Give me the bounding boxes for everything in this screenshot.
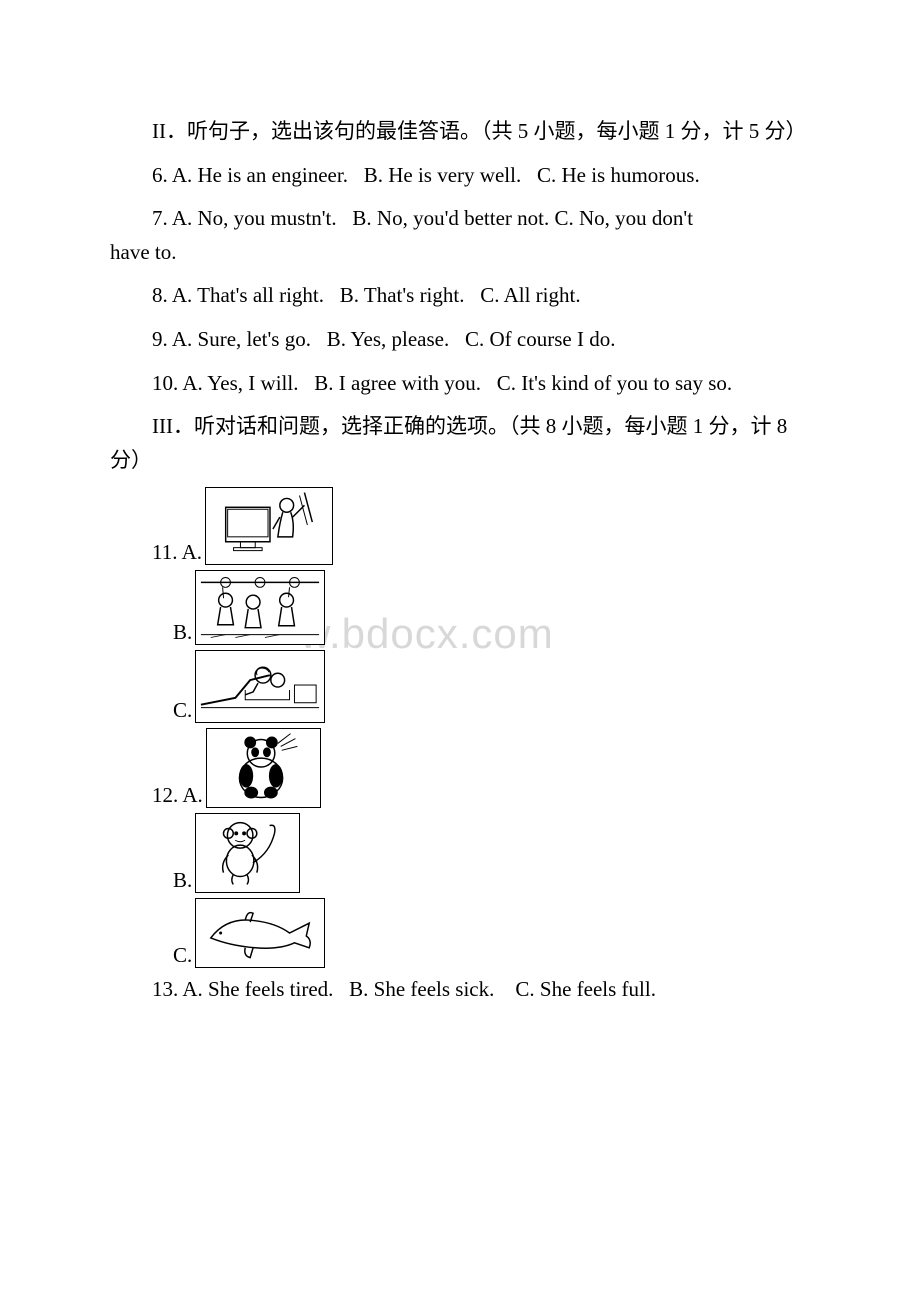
q9-c: Of course I do.: [490, 327, 616, 351]
q9-num: 9: [152, 327, 163, 351]
q10-b: I agree with you.: [339, 371, 481, 395]
q11-image-c: [195, 650, 325, 723]
q13-a: She feels tired.: [208, 977, 333, 1001]
q10-c: It's kind of you to say so.: [521, 371, 732, 395]
dolphin-icon: [196, 898, 324, 968]
q7-b: No, you'd better not.: [377, 206, 549, 230]
q11-image-b: [195, 570, 325, 645]
question-10: 10. A. Yes, I will. B. I agree with you.…: [110, 367, 810, 401]
q8-c: All right.: [504, 283, 581, 307]
q11-option-a-row: 11. A.: [152, 487, 810, 565]
page-content: II．听句子，选出该句的最佳答语。（共 5 小题，每小题 1 分，计 5 分） …: [110, 115, 810, 1007]
q11-c-label: C.: [173, 698, 192, 723]
q6-num: 6: [152, 163, 163, 187]
q12-image-c: [195, 898, 325, 968]
q6-c: He is humorous.: [561, 163, 699, 187]
driving-scene-icon: [196, 650, 324, 723]
q11-image-a: [205, 487, 333, 565]
q12-num-label: 12. A.: [152, 783, 203, 808]
section-2-heading: II．听句子，选出该句的最佳答语。（共 5 小题，每小题 1 分，计 5 分）: [110, 115, 810, 149]
q9-b: Yes, please.: [350, 327, 449, 351]
q12-option-b-row: B.: [173, 813, 810, 893]
q7-a: No, you mustn't.: [198, 206, 337, 230]
q7-num: 7: [152, 206, 163, 230]
q11-option-c-row: C.: [173, 650, 810, 723]
q11-option-b-row: B.: [173, 570, 810, 645]
q8-a: That's all right.: [197, 283, 324, 307]
question-13: 13. A. She feels tired. B. She feels sic…: [110, 973, 810, 1007]
q13-b: She feels sick.: [374, 977, 495, 1001]
q12-image-a: [206, 728, 321, 808]
q7-c-part1: No, you don't: [579, 206, 693, 230]
q7-c-part2: have to.: [110, 240, 176, 264]
monkey-icon: [196, 813, 299, 893]
question-9: 9. A. Sure, let's go. B. Yes, please. C.…: [110, 323, 810, 357]
q12-c-label: C.: [173, 943, 192, 968]
bus-scene-icon: [196, 570, 324, 645]
question-7: 7. A. No, you mustn't. B. No, you'd bett…: [110, 202, 810, 269]
q8-num: 8: [152, 283, 163, 307]
panda-icon: [207, 728, 320, 808]
q12-option-c-row: C.: [173, 898, 810, 968]
q12-image-b: [195, 813, 300, 893]
q13-num: 13: [152, 977, 173, 1001]
q13-c: She feels full.: [540, 977, 656, 1001]
question-6: 6. A. He is an engineer. B. He is very w…: [110, 159, 810, 193]
q12-option-a-row: 12. A.: [152, 728, 810, 808]
q6-b: He is very well.: [388, 163, 521, 187]
q10-num: 10: [152, 371, 173, 395]
q9-a: Sure, let's go.: [198, 327, 311, 351]
section-3-heading: III．听对话和问题，选择正确的选项。（共 8 小题，每小题 1 分，计 8 分…: [110, 410, 810, 477]
computer-scene-icon: [206, 487, 332, 565]
q11-num-label: 11. A.: [152, 540, 202, 565]
q6-a: He is an engineer.: [198, 163, 348, 187]
q8-b: That's right.: [364, 283, 465, 307]
q12-b-label: B.: [173, 868, 192, 893]
question-8: 8. A. That's all right. B. That's right.…: [110, 279, 810, 313]
q10-a: Yes, I will.: [207, 371, 298, 395]
q11-b-label: B.: [173, 620, 192, 645]
